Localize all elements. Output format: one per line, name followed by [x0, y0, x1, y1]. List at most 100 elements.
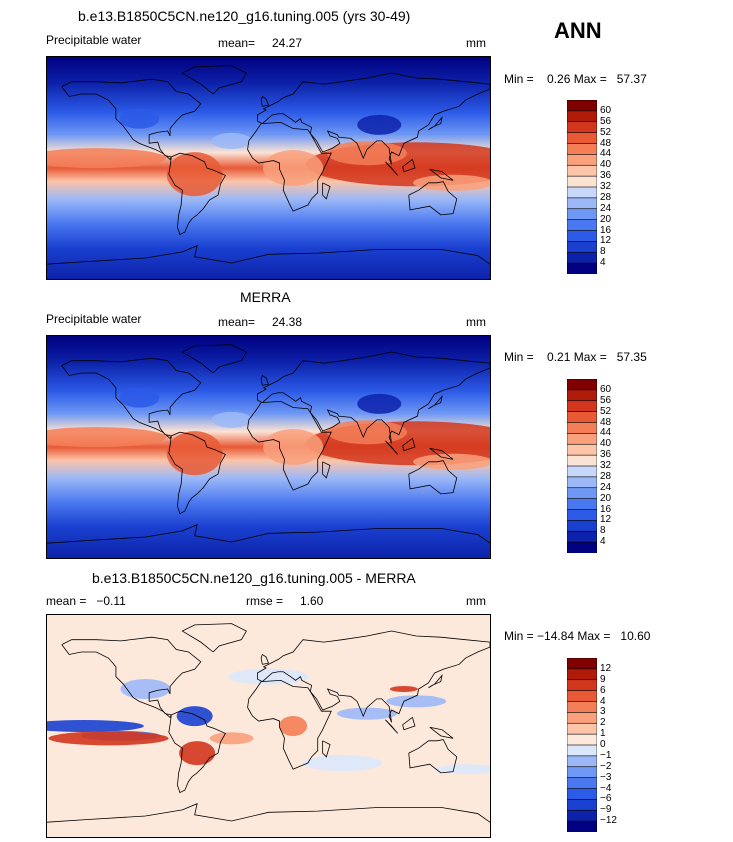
panel2-units: mm — [466, 315, 486, 329]
colorbar-swatch — [566, 422, 598, 434]
panel3-map-svg — [47, 615, 490, 837]
diff-feature — [279, 716, 308, 736]
colorbar-swatch — [566, 799, 598, 811]
coastline — [402, 158, 416, 173]
colorbar-tick-label: 56 — [600, 394, 612, 406]
panel1-mean-label: mean= — [218, 36, 256, 50]
colorbar-tick-label: 9 — [600, 673, 606, 685]
coastline — [247, 679, 332, 770]
colorbar-swatch — [566, 110, 598, 123]
diff-feature — [302, 755, 383, 771]
panel2-colorbar-svg — [566, 378, 598, 554]
colorbar-tick-label: 52 — [600, 126, 612, 138]
colorbar-swatch — [566, 744, 598, 757]
colorbar-tick-label: 28 — [600, 191, 612, 203]
colorbar-tick-label: 20 — [600, 213, 612, 225]
colorbar-tick-label: −9 — [600, 804, 612, 816]
colorbar-swatch — [566, 498, 598, 511]
diff-feature — [48, 731, 169, 746]
field-feature — [413, 174, 490, 191]
colorbar-swatch — [566, 197, 598, 210]
colorbar-tick-label: −2 — [600, 760, 612, 772]
field-feature — [119, 387, 160, 408]
panel3-mean: mean = −0.11 — [46, 594, 126, 608]
coastline — [322, 182, 331, 200]
colorbar-swatch — [566, 251, 598, 264]
colorbar-swatch — [566, 208, 598, 221]
colorbar-swatch — [566, 487, 598, 500]
field-feature — [47, 148, 167, 169]
panel2-map — [46, 335, 491, 559]
colorbar-swatch — [566, 154, 598, 166]
panel1-map — [46, 56, 491, 280]
colorbar-swatch — [566, 99, 598, 112]
colorbar-swatch — [566, 690, 598, 703]
colorbar-swatch — [566, 465, 598, 478]
panel1-variable: Precipitable water — [46, 33, 142, 47]
colorbar-tick-label: 6 — [600, 684, 606, 696]
colorbar-swatch — [566, 809, 598, 822]
colorbar-tick-label: 32 — [600, 460, 612, 471]
colorbar-swatch — [566, 143, 598, 155]
coastline — [168, 431, 226, 515]
panel3-units: mm — [466, 594, 486, 608]
field-feature — [166, 152, 223, 197]
colorbar-swatch — [566, 400, 598, 413]
diff-feature — [209, 732, 254, 745]
colorbar-swatch — [566, 657, 598, 670]
field-feature — [357, 393, 402, 414]
coastline — [257, 72, 490, 165]
colorbar-swatch — [566, 766, 598, 779]
colorbar-swatch — [566, 175, 598, 188]
colorbar-swatch — [566, 668, 598, 681]
colorbar-swatch — [566, 712, 598, 724]
colorbar-swatch — [566, 454, 598, 467]
colorbar-swatch — [566, 476, 598, 489]
colorbar-swatch — [566, 230, 598, 242]
coastline — [260, 374, 270, 386]
coastline — [402, 716, 416, 731]
colorbar-tick-label: 8 — [600, 525, 606, 537]
colorbar-tick-label: −12 — [600, 815, 617, 827]
colorbar-swatch — [566, 241, 598, 253]
field-feature — [413, 453, 490, 470]
panel1-colorbar — [566, 99, 598, 279]
diff-feature — [179, 741, 216, 766]
coastline — [61, 78, 202, 160]
coastline — [181, 65, 247, 95]
colorbar-tick-label: 12 — [600, 662, 612, 674]
colorbar-tick-label: 24 — [600, 202, 612, 214]
colorbar-swatch — [566, 530, 598, 543]
diff-feature — [386, 695, 447, 708]
coastline — [408, 739, 458, 774]
field-feature — [263, 150, 324, 186]
coastline — [181, 344, 247, 374]
coastline — [260, 653, 270, 665]
field-feature — [263, 429, 324, 465]
coastline — [429, 447, 454, 460]
panel3-colorbar-svg — [566, 657, 598, 833]
colorbar-tick-label: 12 — [600, 514, 612, 526]
coastline — [181, 623, 247, 653]
panel3-colorbar — [566, 657, 598, 837]
coastline — [168, 152, 226, 236]
coastline — [257, 351, 490, 444]
colorbar-swatch — [566, 121, 598, 134]
season-label: ANN — [554, 18, 602, 43]
colorbar-swatch — [566, 411, 598, 424]
diff-feature — [176, 706, 213, 727]
field-feature — [211, 132, 252, 149]
panel3-title: b.e13.B1850C5CN.ne120_g16.tuning.005 - M… — [92, 570, 416, 586]
colorbar-swatch — [566, 820, 598, 833]
panel1-minmax: Min = 0.26 Max = 57.37 — [504, 72, 647, 86]
coastline — [247, 121, 332, 212]
panel2-mean-value: 24.38 — [272, 315, 303, 329]
field-feature — [326, 420, 407, 445]
colorbar-tick-label: 4 — [600, 695, 606, 707]
field-feature — [211, 411, 252, 428]
colorbar-swatch — [566, 541, 598, 554]
colorbar-tick-label: 28 — [600, 470, 612, 482]
colorbar-tick-label: 16 — [600, 224, 612, 236]
coastline — [47, 524, 490, 544]
coastline — [385, 161, 399, 176]
